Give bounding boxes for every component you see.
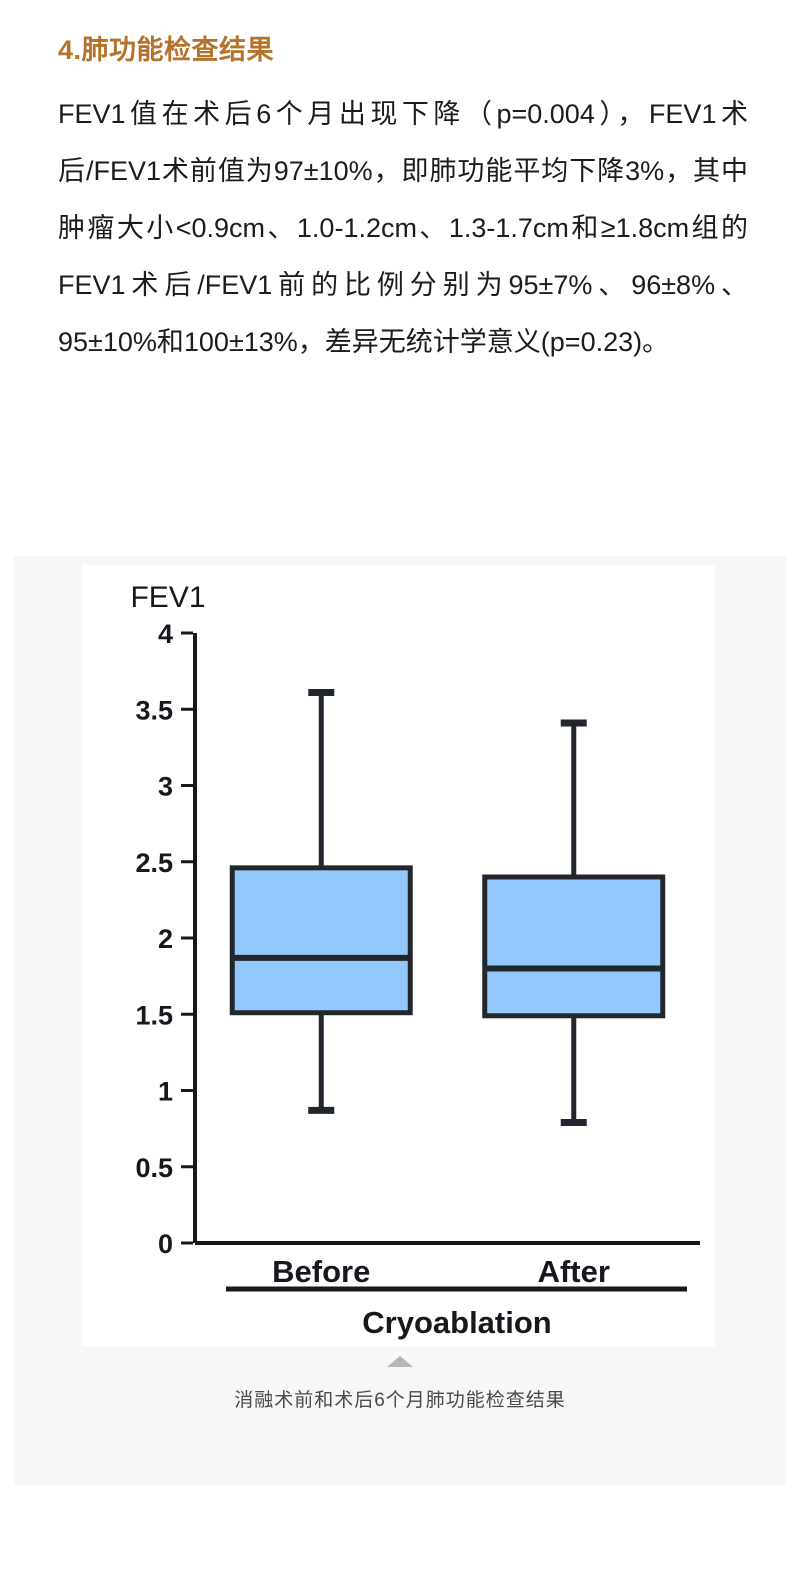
y-tick-label: 3 [158, 772, 173, 802]
y-tick-label: 2.5 [135, 848, 173, 878]
x-category-label: Before [272, 1254, 370, 1289]
y-tick-label: 1 [158, 1077, 173, 1107]
article-paragraph: FEV1值在术后6个月出现下降（p=0.004），FEV1术后/FEV1术前值为… [58, 98, 748, 357]
figure-caption: 消融术前和术后6个月肺功能检查结果 [234, 1390, 566, 1411]
boxplot-chart: FEV1 0 0.5 1 1.5 2 2.5 3 3.5 4 Before After Cryoa… [130, 581, 700, 1340]
article-section: 4.肺功能检查结果 FEV1值在术后6个月出现下降（p=0.004），FEV1术… [58, 34, 748, 371]
figure-container: FEV1 0 0.5 1 1.5 2 2.5 3 3.5 4 Before After Cryoa… [14, 556, 786, 1486]
section-heading: 4.肺功能检查结果 [58, 35, 275, 65]
y-axis-ticks: 0 0.5 1 1.5 2 2.5 3 3.5 4 [135, 619, 193, 1259]
y-tick-label: 0.5 [135, 1153, 173, 1183]
box-rect [229, 865, 413, 1016]
y-tick-label: 1.5 [135, 1000, 173, 1030]
x-category-label: After [538, 1254, 610, 1289]
y-tick-label: 0 [158, 1229, 173, 1259]
box-rect [482, 874, 666, 1019]
y-tick-label: 3.5 [135, 695, 173, 725]
x-axis-label: Cryoablation [362, 1305, 551, 1340]
y-axis-label: FEV1 [130, 581, 205, 614]
y-tick-label: 2 [158, 924, 173, 954]
figure-caption-area: 消融术前和术后6个月肺功能检查结果 [14, 1356, 786, 1416]
chart-card: FEV1 0 0.5 1 1.5 2 2.5 3 3.5 4 Before After Cryoa… [82, 565, 715, 1346]
x-axis-labels: Before After [272, 1254, 610, 1289]
y-tick-label: 4 [158, 619, 173, 649]
box-group [229, 688, 666, 1127]
triangle-up-icon [387, 1356, 413, 1367]
